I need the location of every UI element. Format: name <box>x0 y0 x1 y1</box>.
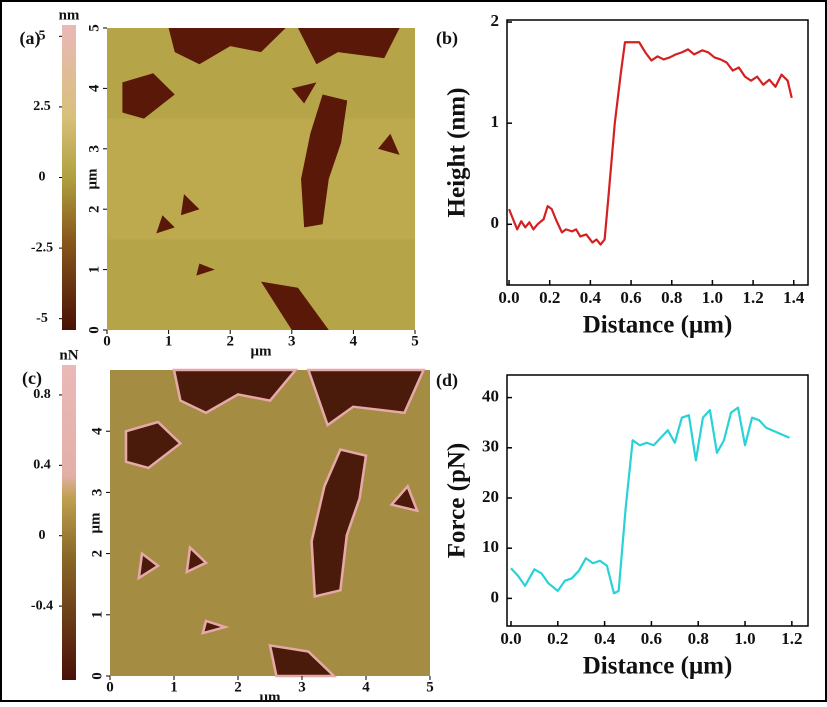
x-tick-label: 0.4 <box>594 629 616 648</box>
x-tick-label: 0.6 <box>620 288 641 307</box>
colorbar-tick-label: 0 <box>39 528 46 543</box>
x-tick-label: 4 <box>350 333 358 349</box>
x-tick-label: 1.4 <box>783 288 805 307</box>
x-tick-label: 0.6 <box>641 629 662 648</box>
y-tick-label: 0 <box>89 672 105 680</box>
x-tick-label: 0 <box>103 333 111 349</box>
x-tick-label: 1.2 <box>781 629 802 648</box>
colorbar-label: nm <box>59 7 80 23</box>
y-tick-label: 3 <box>89 489 105 497</box>
x-tick-label: 3 <box>288 333 296 349</box>
y-tick-label: 2 <box>89 550 105 558</box>
y-tick-label: 0 <box>491 213 500 232</box>
x-tick-label: 0.8 <box>688 629 709 648</box>
panel-label: (b) <box>436 28 458 49</box>
colorbar-tick-label: 0 <box>39 170 46 185</box>
colorbar-tick-label: 0.8 <box>33 387 51 402</box>
colorbar-label: nN <box>59 347 78 363</box>
data-line <box>511 408 790 594</box>
x-tick-label: 0 <box>106 679 114 695</box>
y-axis-label: Height (nm) <box>444 88 471 218</box>
x-axis-label: Distance (μm) <box>583 653 733 680</box>
x-tick-label: 1 <box>170 679 178 695</box>
colorbar-tick-label: 2.5 <box>33 99 51 114</box>
plot-frame <box>507 20 808 285</box>
plot-frame <box>507 375 808 626</box>
image-band <box>107 119 415 240</box>
y-tick-label: 0 <box>86 326 102 334</box>
y-tick-label: 40 <box>482 386 499 405</box>
y-axis-label: Force (pN) <box>444 443 471 558</box>
y-tick-label: 4 <box>86 84 102 92</box>
y-tick-label: 5 <box>86 24 102 32</box>
x-tick-label: 0.0 <box>498 288 519 307</box>
y-tick-label: 1 <box>491 112 500 131</box>
x-tick-label: 1.0 <box>702 288 723 307</box>
x-tick-label: 5 <box>426 679 434 695</box>
y-tick-label: 10 <box>482 537 499 556</box>
colorbar <box>62 25 76 330</box>
x-tick-label: 1.2 <box>742 288 763 307</box>
panel-label: (a) <box>20 28 41 49</box>
x-tick-label: 3 <box>298 679 306 695</box>
data-line <box>509 42 792 244</box>
x-tick-label: 0.0 <box>500 629 521 648</box>
y-tick-label: 30 <box>482 437 499 456</box>
x-tick-label: 1 <box>165 333 173 349</box>
y-axis-label: μm <box>84 168 100 190</box>
y-tick-label: 4 <box>89 427 105 435</box>
colorbar-tick-label: -0.4 <box>31 598 53 613</box>
y-tick-label: 2 <box>491 11 500 30</box>
x-tick-label: 4 <box>362 679 370 695</box>
x-tick-label: 0.2 <box>547 629 568 648</box>
afm-height-image <box>107 28 415 330</box>
x-tick-label: 2 <box>234 679 242 695</box>
panel-label: (c) <box>22 368 42 389</box>
colorbar-tick-label: -2.5 <box>31 240 53 255</box>
x-axis-label: μm <box>251 343 273 359</box>
x-tick-label: 0.4 <box>580 288 602 307</box>
x-tick-label: 1.0 <box>734 629 755 648</box>
figure: 0 1 2 3 4 5 0 1 2 3 4 5 μm μm 5 2.5 0 -2.5 -5 nm (a) 0.0 0.2 0.… <box>0 0 827 702</box>
image-background <box>110 370 430 676</box>
y-tick-label: 1 <box>86 266 102 274</box>
y-tick-label: 20 <box>482 487 499 506</box>
x-axis-label: Distance (μm) <box>583 312 733 339</box>
afm-force-image <box>110 370 430 676</box>
y-tick-label: 3 <box>86 145 102 153</box>
x-tick-label: 5 <box>411 333 419 349</box>
panel-label: (d) <box>436 370 458 391</box>
y-tick-label: 2 <box>86 205 102 213</box>
x-tick-label: 2 <box>226 333 234 349</box>
y-tick-label: 0 <box>491 587 500 606</box>
y-axis-label: μm <box>87 512 103 534</box>
x-tick-label: 0.2 <box>539 288 560 307</box>
colorbar-tick-label: 0.4 <box>33 458 51 473</box>
colorbar <box>62 365 76 680</box>
x-tick-label: 0.8 <box>661 288 682 307</box>
colorbar-tick-label: -5 <box>36 311 48 326</box>
x-axis-label: μm <box>260 689 282 702</box>
y-tick-label: 1 <box>89 611 105 619</box>
